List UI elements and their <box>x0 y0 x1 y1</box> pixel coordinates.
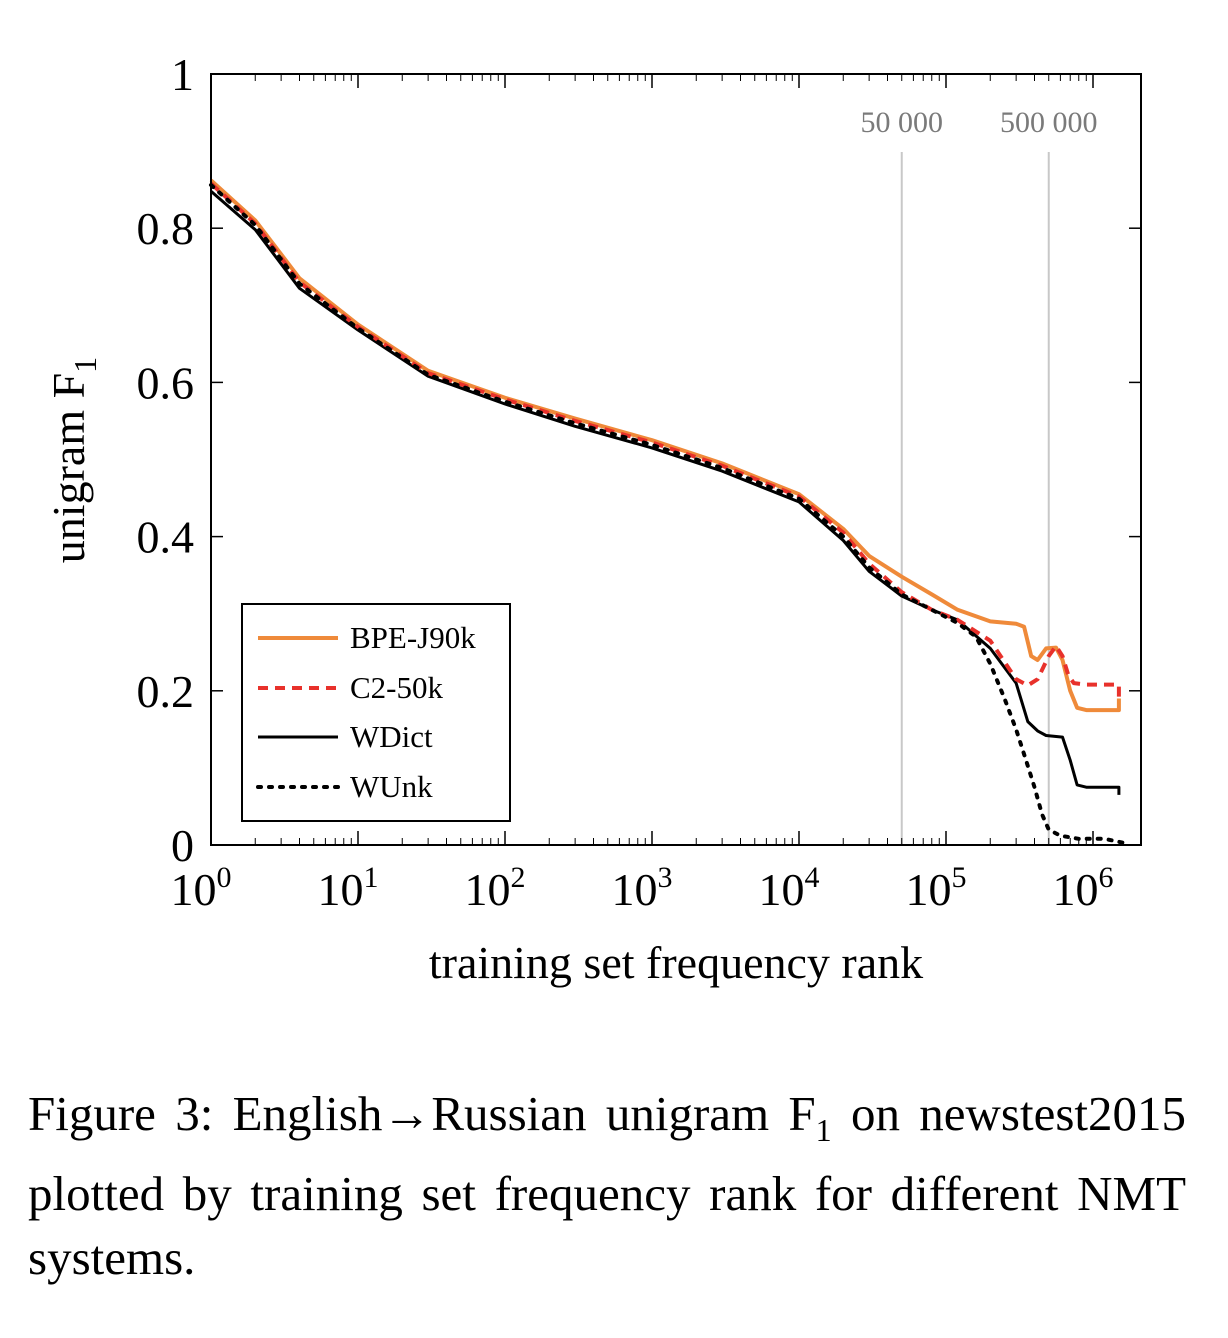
y-tick-label: 0.2 <box>137 666 195 717</box>
legend-entry-wunk: WUnk <box>256 769 433 804</box>
x-tick-label: 101 <box>318 861 379 915</box>
legend-box <box>241 603 511 822</box>
legend-entry-c2-50k: C2-50k <box>258 670 444 705</box>
figure-caption: Figure 3: English→Russian unigram F1 on … <box>28 1086 1187 1285</box>
legend-entry-wdict: WDict <box>258 719 433 754</box>
x-tick-label: 103 <box>612 861 673 915</box>
minor-tick-marks <box>254 74 1087 845</box>
y-tick-label: 0.4 <box>137 512 195 563</box>
x-axis-title: training set frequency rank <box>429 937 923 988</box>
x-axis-ticks: 100 101 102 103 104 105 106 <box>171 74 1114 915</box>
plot-frame <box>210 73 1142 846</box>
y-tick-label: 0.6 <box>137 357 195 408</box>
x-tick-label: 105 <box>906 861 967 915</box>
y-axis-ticks: 0 0.2 0.4 0.6 0.8 1 <box>137 49 1141 871</box>
line-chart: 50 000 500 000 00.20.40.60.81 100 101 102 10… <box>43 49 1142 988</box>
x-tick-label: 100 <box>171 861 232 915</box>
legend: BPE-J90k C2-50k WDict WUnk <box>241 603 511 822</box>
legend-label-wdict: WDict <box>350 719 433 754</box>
y-axis-title: unigram F1 <box>43 357 103 563</box>
series-lines <box>209 178 1125 845</box>
y-tick-label: 1 <box>171 49 194 100</box>
reference-line-label-1: 500 000 <box>1000 106 1098 139</box>
legend-entry-bpe-j90k: BPE-J90k <box>258 620 476 655</box>
legend-label-bpe-j90k: BPE-J90k <box>350 620 476 655</box>
y-tick-label: 0 <box>171 820 194 871</box>
x-tick-label: 104 <box>759 861 820 915</box>
x-tick-label: 102 <box>465 861 526 915</box>
reference-lines: 50 000 500 000 <box>860 106 1097 845</box>
y-tick-label: 0.8 <box>137 203 195 254</box>
legend-label-wunk: WUnk <box>350 769 433 804</box>
series-line-wunk <box>209 183 1125 845</box>
legend-label-c2-50k: C2-50k <box>350 670 444 705</box>
reference-line-label-0: 50 000 <box>860 106 943 139</box>
x-tick-label: 106 <box>1053 861 1114 915</box>
